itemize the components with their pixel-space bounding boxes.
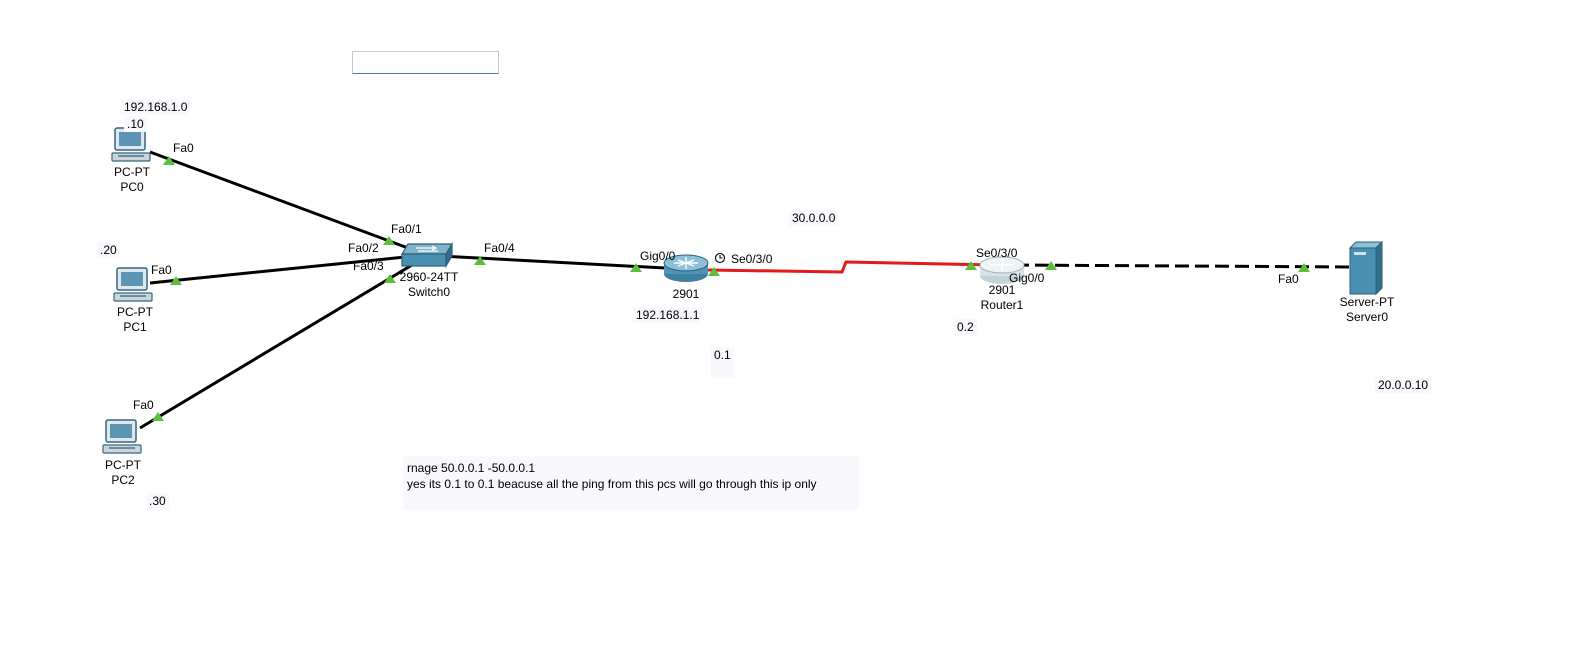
link-pc1-switch[interactable] xyxy=(149,255,406,285)
note-pc2-ip[interactable]: .30 xyxy=(146,493,169,509)
port-up-icon xyxy=(383,236,395,245)
note-pc1-ip[interactable]: .20 xyxy=(97,242,120,258)
port-label: Se0/3/0 xyxy=(976,246,1018,260)
port-up-icon xyxy=(965,261,977,270)
note-wan-network[interactable]: 30.0.0.0 xyxy=(789,210,839,226)
link-serial-router0-router1[interactable] xyxy=(707,260,996,274)
pc0-label[interactable]: PC-PT PC0 xyxy=(104,165,160,195)
port-label: Fa0 xyxy=(1278,272,1299,286)
router-icon[interactable] xyxy=(979,256,1025,284)
port-up-icon xyxy=(152,412,164,421)
device-name: PC0 xyxy=(120,180,144,194)
port-up-icon xyxy=(474,256,486,265)
server-icon[interactable] xyxy=(1348,240,1384,296)
link-pc0-switch[interactable] xyxy=(149,150,409,250)
port-label: Fa0 xyxy=(133,398,154,412)
device-type: 2901 xyxy=(988,283,1016,297)
port-up-icon xyxy=(630,263,642,272)
device-type: 2960-24TT xyxy=(399,270,459,284)
port-label: Fa0/2 xyxy=(348,241,379,255)
port-up-icon xyxy=(1045,261,1057,270)
pc-icon[interactable] xyxy=(102,419,142,454)
device-type: 2901 xyxy=(672,287,700,301)
port-label: Fa0/3 xyxy=(353,259,384,273)
note-range-line2: yes its 0.1 to 0.1 beacuse all the ping … xyxy=(407,477,817,491)
port-up-icon xyxy=(1298,263,1310,272)
device-name: PC1 xyxy=(123,320,147,334)
port-label: Fa0/1 xyxy=(391,222,422,236)
port-label: Se0/3/0 xyxy=(731,252,773,266)
note-router0-lan-ip[interactable]: 192.168.1.1 xyxy=(633,307,703,323)
note-input-box[interactable] xyxy=(352,51,499,74)
pc-icon[interactable] xyxy=(113,267,153,302)
pc-icon[interactable] xyxy=(111,127,151,162)
port-indicators xyxy=(152,156,1310,421)
device-name: PC2 xyxy=(111,473,135,487)
device-type: PC-PT xyxy=(105,458,141,472)
router0-label[interactable]: 2901 xyxy=(664,287,708,302)
note-router0-wan-ip[interactable]: 0.1 xyxy=(711,347,734,378)
link-switch-router0[interactable] xyxy=(439,254,666,270)
device-name: Server0 xyxy=(1345,310,1389,324)
pc1-label[interactable]: PC-PT PC1 xyxy=(107,305,163,335)
link-pc2-switch[interactable] xyxy=(139,263,413,430)
switch-icon[interactable] xyxy=(400,241,454,269)
port-up-icon xyxy=(708,267,720,276)
note-server-ip[interactable]: 20.0.0.10 xyxy=(1375,377,1432,393)
port-up-icon xyxy=(384,274,396,283)
note-lan-network[interactable]: 192.168.1.0 xyxy=(121,99,191,115)
server0-label[interactable]: Server-PT Server0 xyxy=(1332,295,1402,325)
device-name: Switch0 xyxy=(407,285,451,299)
device-name: Router1 xyxy=(980,298,1024,312)
device-type: PC-PT xyxy=(117,305,153,319)
pc2-label[interactable]: PC-PT PC2 xyxy=(95,458,151,488)
switch0-label[interactable]: 2960-24TT Switch0 xyxy=(393,270,465,300)
note-range-line1: rnage 50.0.0.1 -50.0.0.1 xyxy=(407,461,536,475)
clock-icon xyxy=(714,252,726,264)
note-pc0-ip[interactable]: .10 xyxy=(124,116,147,132)
port-label: Fa0 xyxy=(151,263,172,277)
device-type: PC-PT xyxy=(114,165,150,179)
note-router1-wan-ip[interactable]: 0.2 xyxy=(954,319,977,335)
router-icon[interactable] xyxy=(663,254,709,282)
port-label: Gig0/0 xyxy=(1009,271,1045,285)
port-up-icon xyxy=(170,276,182,285)
note-range[interactable]: rnage 50.0.0.1 -50.0.0.1 yes its 0.1 to … xyxy=(403,456,859,510)
router1-label[interactable]: 2901 Router1 xyxy=(970,283,1034,313)
link-router1-server0[interactable] xyxy=(1014,263,1353,269)
device-type: Server-PT xyxy=(1339,295,1395,309)
port-label: Fa0/4 xyxy=(484,241,515,255)
port-label: Fa0 xyxy=(173,141,194,155)
port-up-icon xyxy=(163,156,175,165)
port-label: Gig0/0 xyxy=(640,249,676,263)
